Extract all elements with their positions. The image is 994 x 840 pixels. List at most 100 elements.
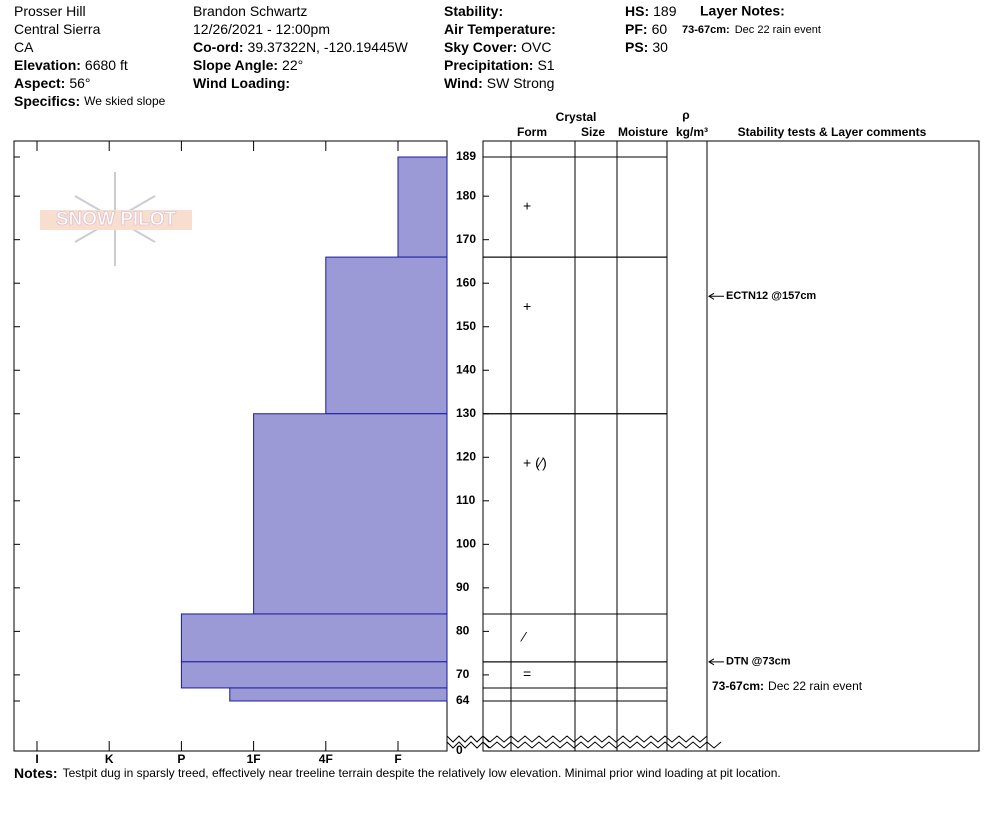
header-label: PS: bbox=[625, 39, 648, 55]
header-field: Central Sierra bbox=[14, 21, 101, 37]
y-tick-label: 180 bbox=[456, 188, 476, 202]
header-value: OVC bbox=[521, 39, 551, 55]
x-tick-label: 4F bbox=[319, 752, 333, 766]
header-field: Elevation: 6680 ft bbox=[14, 57, 128, 73]
y-tick-label: 64 bbox=[456, 693, 470, 707]
header-text: Central Sierra bbox=[14, 21, 101, 37]
y-tick-label: 120 bbox=[456, 449, 476, 463]
header-text: Brandon Schwartz bbox=[193, 3, 307, 19]
grain-form: + bbox=[523, 298, 531, 314]
grain-form: + (⁄) bbox=[523, 454, 547, 470]
header-field: Co-ord: 39.37322N, -120.19445W bbox=[193, 39, 409, 55]
layer-comment: 73-67cm: Dec 22 rain event bbox=[712, 679, 863, 693]
y-tick-label: 140 bbox=[456, 362, 476, 376]
header-field: HS: 189 bbox=[625, 3, 677, 19]
col-header: Moisture bbox=[618, 125, 668, 139]
col-header: ρ bbox=[682, 108, 689, 122]
header-value: S1 bbox=[537, 57, 554, 73]
header-field: Wind Loading: bbox=[193, 75, 290, 91]
x-tick-label: 1F bbox=[247, 752, 261, 766]
test-label: ECTN12 @157cm bbox=[726, 290, 816, 302]
layer-note-text: Dec 22 rain event bbox=[735, 24, 821, 36]
notes-text: Testpit dug in sparsly treed, effectivel… bbox=[63, 766, 781, 780]
header-value: We skied slope bbox=[84, 94, 165, 108]
header-label: Elevation: bbox=[14, 57, 81, 73]
header-value: 60 bbox=[652, 21, 668, 37]
test-arrow bbox=[708, 658, 724, 666]
layer-note: 73-67cm: Dec 22 rain event bbox=[682, 24, 821, 36]
header-text: 12/26/2021 - 12:00pm bbox=[193, 21, 330, 37]
col-header: kg/m³ bbox=[676, 125, 708, 139]
hardness-bar bbox=[180, 661, 448, 689]
notes-label: Notes: bbox=[14, 765, 58, 781]
header-label: Precipitation: bbox=[444, 57, 533, 73]
hardness-bar bbox=[397, 156, 448, 258]
header-field: PS: 30 bbox=[625, 39, 668, 55]
y-tick-label: 150 bbox=[456, 319, 476, 333]
x-tick-label: F bbox=[394, 752, 401, 766]
header-field: Wind: SW Strong bbox=[444, 75, 554, 91]
header-value: 39.37322N, -120.19445W bbox=[248, 39, 409, 55]
y-tick-label: 80 bbox=[456, 624, 470, 638]
header-field: Air Temperature: bbox=[444, 21, 556, 37]
header-field: 12/26/2021 - 12:00pm bbox=[193, 21, 330, 37]
y-tick-label: 100 bbox=[456, 536, 476, 550]
y-tick-label: 130 bbox=[456, 406, 476, 420]
header-label: Wind Loading: bbox=[193, 75, 290, 91]
notes: Notes: Testpit dug in sparsly treed, effe… bbox=[14, 765, 781, 781]
header-field: PF: 60 bbox=[625, 21, 667, 37]
grain-form: = bbox=[523, 666, 531, 682]
header-label: PF: bbox=[625, 21, 648, 37]
col-header: Form bbox=[517, 125, 547, 139]
header-label: Specifics: bbox=[14, 93, 80, 109]
y-tick-label: 70 bbox=[456, 667, 470, 681]
header-label: Aspect: bbox=[14, 75, 65, 91]
grain-form: + bbox=[523, 198, 531, 214]
header-field: Stability: bbox=[444, 3, 503, 19]
header-label: Stability: bbox=[444, 3, 503, 19]
test-label: DTN @73cm bbox=[726, 656, 791, 668]
hardness-bar bbox=[253, 413, 448, 615]
col-header: Size bbox=[581, 125, 605, 139]
header-field: Specifics: We skied slope bbox=[14, 93, 166, 109]
comment-text: Dec 22 rain event bbox=[768, 679, 863, 693]
header-field: Aspect: 56° bbox=[14, 75, 91, 91]
header-text: Prosser Hill bbox=[14, 3, 86, 19]
header-label: Sky Cover: bbox=[444, 39, 517, 55]
header-field: Brandon Schwartz bbox=[193, 3, 307, 19]
y-tick-label: 160 bbox=[456, 275, 476, 289]
header-value: 56° bbox=[69, 75, 90, 91]
header-label: Wind: bbox=[444, 75, 483, 91]
y-tick-label: 110 bbox=[456, 493, 476, 507]
header-field: CA bbox=[14, 39, 34, 55]
hardness-bar bbox=[325, 256, 448, 415]
header-value: 6680 ft bbox=[85, 57, 128, 73]
header-value: 30 bbox=[652, 39, 668, 55]
layer-note-label: 73-67cm: bbox=[682, 24, 730, 36]
logo-band bbox=[40, 210, 192, 230]
header-value: SW Strong bbox=[487, 75, 555, 91]
header-field: Sky Cover: OVC bbox=[444, 39, 552, 55]
x-tick-label: K bbox=[105, 752, 114, 766]
hardness-bar bbox=[229, 687, 448, 702]
header-label: Slope Angle: bbox=[193, 57, 278, 73]
x-tick-label: P bbox=[177, 752, 185, 766]
test-arrow bbox=[708, 292, 724, 300]
header-value: 189 bbox=[653, 3, 677, 19]
logo: SNOW PILOT bbox=[40, 172, 192, 266]
header-field: Precipitation: S1 bbox=[444, 57, 555, 73]
header-label: Co-ord: bbox=[193, 39, 244, 55]
column-lines bbox=[510, 141, 708, 751]
header-label: HS: bbox=[625, 3, 649, 19]
col-header: Crystal bbox=[556, 110, 597, 124]
hardness-bar bbox=[180, 613, 448, 663]
header-field: Slope Angle: 22° bbox=[193, 57, 303, 73]
layer-notes-title: Layer Notes: bbox=[700, 3, 785, 19]
header-field: Prosser Hill bbox=[14, 3, 86, 19]
logo-text: SNOW PILOT bbox=[56, 209, 177, 230]
header-label: Air Temperature: bbox=[444, 21, 556, 37]
y-tick-label: 0 bbox=[456, 743, 463, 757]
y-tick-label: 189 bbox=[456, 149, 476, 163]
axis-break bbox=[446, 735, 722, 749]
